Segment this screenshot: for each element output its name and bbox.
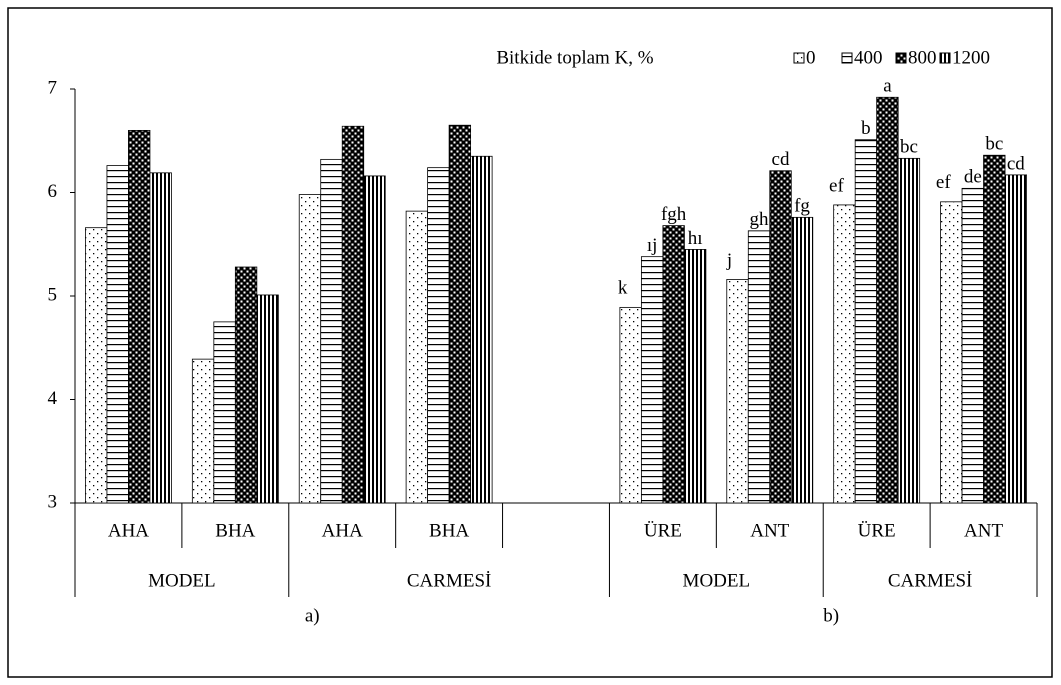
bar-letter: j bbox=[726, 250, 732, 271]
x-tick-label: AHA bbox=[108, 520, 149, 541]
bar bbox=[85, 227, 108, 504]
x-tick-label: ÜRE bbox=[858, 520, 896, 541]
panel-label: a) bbox=[305, 605, 320, 626]
bar-letter: cd bbox=[772, 149, 790, 170]
bar bbox=[213, 321, 236, 504]
group-label: CARMESİ bbox=[888, 570, 972, 591]
bar bbox=[940, 201, 963, 504]
bar bbox=[448, 124, 472, 504]
bar bbox=[619, 306, 642, 504]
x-tick-label: ÜRE bbox=[644, 520, 682, 541]
bar bbox=[683, 249, 707, 504]
bar bbox=[662, 225, 685, 504]
y-tick-label: 6 bbox=[48, 181, 58, 202]
bar-letter: hı bbox=[688, 228, 703, 249]
bar bbox=[790, 216, 814, 504]
bar bbox=[234, 266, 258, 504]
bar bbox=[128, 129, 151, 504]
bar bbox=[1004, 174, 1027, 504]
bar-letter: ef bbox=[936, 172, 951, 193]
y-tick-label: 7 bbox=[48, 77, 58, 98]
x-tick-label: BHA bbox=[215, 520, 255, 541]
bar-letter: k bbox=[618, 278, 628, 299]
bar bbox=[833, 204, 856, 504]
bar bbox=[320, 158, 343, 504]
bar bbox=[983, 154, 1006, 504]
bar bbox=[149, 172, 172, 504]
group-label: MODEL bbox=[683, 570, 751, 591]
x-tick-label: ANT bbox=[964, 520, 1003, 541]
chart-title: Bitkide toplam K, % bbox=[496, 47, 653, 68]
bar-letter: gh bbox=[750, 209, 770, 230]
bar-letter: ef bbox=[829, 175, 844, 196]
x-tick-label: ANT bbox=[750, 520, 789, 541]
bar-letter: bc bbox=[985, 134, 1003, 155]
bar bbox=[405, 210, 429, 504]
legend-label: 1200 bbox=[952, 47, 990, 68]
legend-swatch bbox=[841, 52, 853, 64]
group-label: MODEL bbox=[148, 570, 216, 591]
bar-letter: fg bbox=[794, 196, 810, 217]
x-tick-label: BHA bbox=[429, 520, 469, 541]
bar-letter: de bbox=[964, 167, 982, 188]
legend-label: 800 bbox=[908, 47, 937, 68]
bar bbox=[769, 170, 792, 504]
bar bbox=[897, 157, 921, 504]
bar bbox=[747, 230, 771, 504]
bar bbox=[427, 167, 450, 504]
legend-swatch bbox=[895, 52, 907, 64]
bar bbox=[726, 279, 749, 504]
bar bbox=[470, 155, 493, 504]
bar-letter: bc bbox=[900, 137, 918, 158]
bar bbox=[191, 358, 215, 504]
bar-letter: a bbox=[883, 76, 892, 97]
y-tick-label: 3 bbox=[48, 491, 58, 512]
bar bbox=[854, 139, 878, 504]
group-label: CARMESİ bbox=[407, 570, 491, 591]
bar bbox=[961, 187, 984, 504]
bar bbox=[298, 194, 322, 504]
y-tick-label: 5 bbox=[48, 284, 58, 305]
frame bbox=[7, 7, 1053, 678]
panel-label: b) bbox=[823, 605, 839, 626]
bar bbox=[876, 96, 899, 504]
bar bbox=[256, 294, 279, 504]
bar bbox=[106, 165, 129, 504]
bar bbox=[640, 256, 664, 504]
legend-swatch bbox=[939, 52, 951, 64]
y-tick-label: 4 bbox=[48, 388, 58, 409]
legend-swatch bbox=[793, 52, 805, 64]
bar-letter: cd bbox=[1007, 153, 1025, 174]
legend-label: 400 bbox=[854, 47, 883, 68]
bar-letter: b bbox=[861, 118, 871, 139]
bar-letter: fgh bbox=[661, 204, 687, 225]
x-tick-label: AHA bbox=[322, 520, 363, 541]
bar bbox=[363, 175, 386, 504]
bar-letter: ıj bbox=[647, 235, 658, 256]
bar bbox=[341, 125, 365, 504]
legend-label: 0 bbox=[806, 47, 816, 68]
